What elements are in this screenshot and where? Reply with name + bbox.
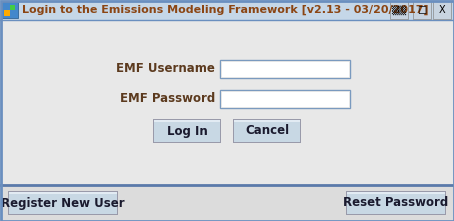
Bar [221,61,349,77]
Bar [234,120,300,122]
Bar [233,119,301,143]
Bar [8,191,118,215]
Bar [347,192,445,194]
Bar [9,192,117,214]
Bar [10,5,15,10]
Text: EMF Username: EMF Username [116,63,215,76]
Bar [390,1,408,19]
Text: ▒▒: ▒▒ [391,5,406,15]
Bar [154,120,220,122]
Bar [413,1,431,19]
Bar [220,90,350,108]
Bar [0,0,454,20]
Bar [433,1,451,19]
Bar [234,120,300,142]
Bar [1,21,453,185]
Bar [220,60,350,78]
Text: □: □ [417,5,427,15]
Bar [154,120,220,142]
Text: Cancel: Cancel [245,124,289,137]
Bar [153,119,221,143]
Text: Register New User: Register New User [1,196,125,210]
Text: X: X [439,5,445,15]
Bar [9,192,117,194]
Bar [347,192,445,214]
Text: EMF Password: EMF Password [120,93,215,105]
Text: Reset Password: Reset Password [343,196,449,210]
Text: Login to the Emissions Modeling Framework [v2.13 - 03/20/2017]: Login to the Emissions Modeling Framewor… [22,5,429,15]
Bar [1,185,453,220]
Bar [2,2,18,18]
Text: Log In: Log In [167,124,207,137]
Bar [346,191,446,215]
Bar [221,91,349,107]
Bar [4,10,10,16]
